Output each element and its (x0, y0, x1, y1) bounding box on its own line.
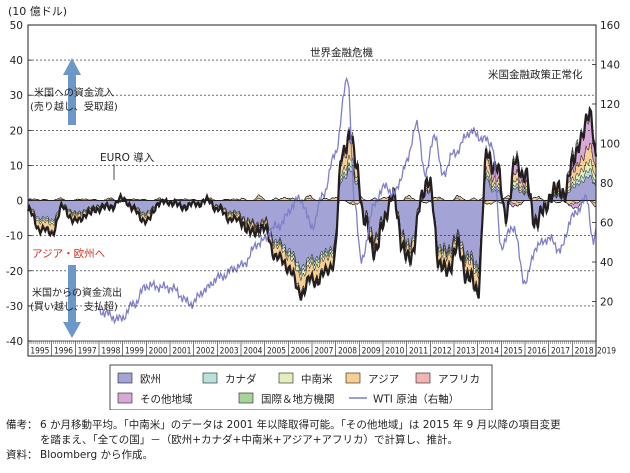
inflow-arrow (63, 58, 81, 125)
x-year-label: 1997 (78, 347, 97, 357)
y-unit-label: (10 億ドル) (8, 5, 67, 18)
legend-label: アジア (368, 374, 399, 386)
legend-label: その他地域 (140, 393, 193, 406)
outflow-arrow (63, 265, 81, 338)
x-year-label: 1996 (54, 347, 73, 357)
legend-label: カナダ (225, 373, 257, 386)
x-year-label: 2012 (433, 347, 452, 357)
y-left-tick-label: 20 (10, 125, 23, 137)
y-right-tick-label: 140 (600, 60, 620, 72)
y-right-tick-label: 20 (600, 297, 613, 309)
x-year-label: 2004 (243, 347, 262, 357)
x-year-label: 1995 (30, 347, 49, 357)
x-year-label: 2010 (385, 347, 404, 357)
legend-label: 中南米 (301, 373, 333, 386)
inflow-sublabel: (売り越し、受取超) (30, 100, 118, 113)
y-left-tick-label: 50 (10, 20, 23, 32)
y-right-tick-label: 60 (600, 218, 613, 230)
x-year-label: 2009 (362, 347, 381, 357)
x-year-label: 2002 (196, 347, 215, 357)
y-right-tick-label: 120 (600, 99, 620, 111)
x-year-label: 2007 (314, 347, 333, 357)
legend-swatch (345, 372, 361, 384)
footnote-note: 備考： 6 か月移動平均。「中南米」のデータは 2001 年以降取得可能。「その他… (6, 418, 561, 433)
y-left-tick-label: -30 (6, 301, 23, 313)
stacked-area-layer (26, 105, 598, 301)
legend-label: 欧州 (140, 374, 161, 386)
y-left-tick-label: -20 (6, 266, 23, 278)
x-year-label: 2006 (291, 347, 310, 357)
source-text: Bloomberg から作成。 (40, 449, 153, 461)
x-year-label: 2005 (267, 347, 286, 357)
crisis-annotation: 世界金融危機 (310, 46, 373, 59)
y-left-tick-label: 10 (10, 160, 23, 172)
net-flow-line (26, 105, 598, 301)
legend-box (109, 364, 493, 410)
x-year-label: 2016 (527, 347, 546, 357)
source-heading: 資料： (6, 449, 38, 461)
y-left-tick-label: 30 (10, 90, 23, 102)
inflow-label: 米国への資金流入 (34, 86, 114, 99)
x-year-label: 1999 (125, 347, 144, 357)
y-right-tick-label: 160 (600, 20, 620, 32)
x-year-label: 2000 (149, 347, 168, 357)
note-line-1: 6 か月移動平均。「中南米」のデータは 2001 年以降取得可能。「その他地域」… (40, 419, 561, 431)
legend-label: アフリカ (438, 374, 480, 386)
legend-swatch (202, 372, 218, 384)
wti-line-layer (98, 76, 597, 325)
legend-swatch (278, 372, 294, 384)
x-year-label: 2011 (409, 347, 428, 357)
x-year-label: 2013 (456, 347, 475, 357)
outflow-sublabel: (買い越し、支払超) (30, 300, 118, 313)
axes: (10 億ドル)50403020100-10-20-30-40160140120… (6, 5, 620, 357)
x-year-label: 2018 (575, 347, 594, 357)
legend-label: WTI 原油（右軸） (373, 393, 459, 406)
legend-swatch (117, 372, 133, 384)
annotations: 米国への資金流入(売り越し、受取超) EURO 導入 世界金融危機米国金融政策正常化… (30, 46, 583, 338)
y-left-tick-label: 0 (16, 196, 23, 208)
x-year-label: 1998 (101, 347, 120, 357)
y-right-tick-label: 40 (600, 257, 613, 269)
euro-annotation: EURO 導入 (100, 151, 155, 164)
legend-label: 国際＆地方機関 (261, 393, 335, 406)
x-year-label: 2019 (597, 347, 616, 357)
wti-line (98, 76, 597, 325)
outflow-label: 米国からの資金流出 (32, 286, 122, 299)
x-year-label: 2001 (172, 347, 191, 357)
x-year-label: 2008 (338, 347, 357, 357)
legend-swatch (238, 392, 254, 404)
note-line-2: を踏まえ、「全ての国」－（欧州+カナダ+中南米+アジア+アフリカ）で計算し、推計… (40, 434, 459, 446)
y-left-tick-label: 40 (10, 55, 23, 67)
x-year-label: 2017 (551, 347, 570, 357)
x-year-label: 2003 (220, 347, 239, 357)
chart: (10 億ドル)50403020100-10-20-30-40160140120… (6, 5, 620, 410)
y-left-tick-label: -40 (6, 336, 23, 348)
footnote-note-cont: を踏まえ、「全ての国」－（欧州+カナダ+中南米+アジア+アフリカ）で計算し、推計… (6, 433, 458, 448)
y-right-tick-label: 80 (600, 178, 613, 190)
normalization-annotation: 米国金融政策正常化 (488, 68, 583, 81)
asia-europe-annotation: アジア・欧州へ (32, 248, 105, 260)
y-left-tick-label: -10 (6, 231, 23, 243)
note-heading: 備考： (6, 419, 38, 431)
y-right-tick-label: 100 (600, 139, 620, 151)
x-year-label: 2015 (504, 347, 523, 357)
x-year-label: 2014 (480, 347, 499, 357)
legend-swatch (117, 392, 133, 404)
footnote-source: 資料： Bloomberg から作成。 (6, 448, 153, 463)
legend-swatch (415, 372, 431, 384)
